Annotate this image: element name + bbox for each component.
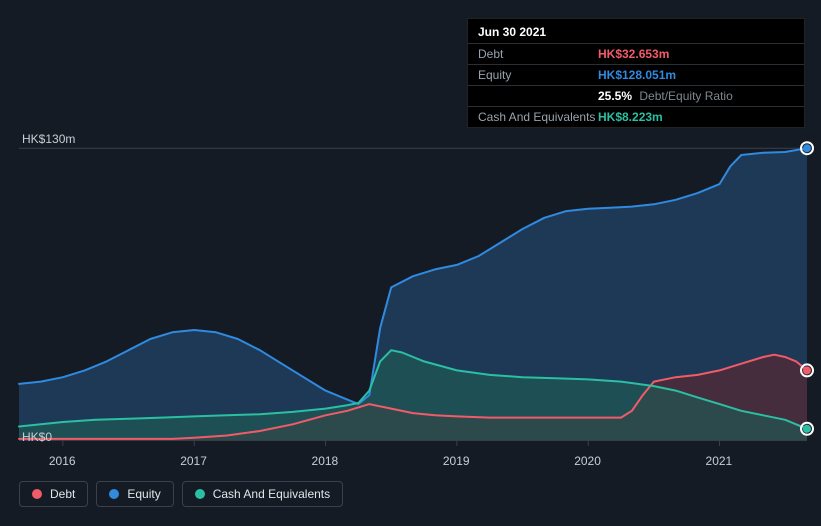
x-axis-label: 2019 [443, 454, 470, 468]
legend-item[interactable]: Debt [19, 481, 88, 507]
tooltip-suffix: Debt/Equity Ratio [636, 89, 733, 103]
y-axis-label: HK$0 [22, 430, 52, 444]
legend-label: Cash And Equivalents [213, 487, 330, 501]
legend-label: Debt [50, 487, 75, 501]
tooltip-label: Equity [478, 68, 598, 82]
marker-dot-icon [803, 366, 811, 374]
legend-dot-icon [32, 489, 42, 499]
tooltip-label: Cash And Equivalents [478, 110, 598, 124]
marker-dot-icon [803, 144, 811, 152]
chart-root: HK$130m HK$0 2016 2017 2018 2019 2020 2021 Jun… [0, 0, 821, 526]
x-axis-label: 2020 [574, 454, 601, 468]
tooltip-label: Debt [478, 47, 598, 61]
x-axis-label: 2021 [706, 454, 733, 468]
tooltip-value: HK$8.223m [598, 110, 663, 124]
x-axis-label: 2017 [180, 454, 207, 468]
chart-legend: Debt Equity Cash And Equivalents [19, 481, 343, 507]
tooltip-value: HK$32.653m [598, 47, 669, 61]
tooltip-value: 25.5% Debt/Equity Ratio [598, 89, 733, 103]
tooltip-label [478, 89, 598, 103]
marker-dot-icon [803, 425, 811, 433]
x-axis-label: 2018 [312, 454, 339, 468]
legend-label: Equity [127, 487, 160, 501]
legend-dot-icon [195, 489, 205, 499]
y-axis-label: HK$130m [22, 132, 75, 146]
x-axis-label: 2016 [49, 454, 76, 468]
legend-item[interactable]: Cash And Equivalents [182, 481, 343, 507]
legend-item[interactable]: Equity [96, 481, 173, 507]
tooltip-value: HK$128.051m [598, 68, 676, 82]
tooltip-row: EquityHK$128.051m [468, 64, 804, 85]
chart-tooltip: Jun 30 2021 DebtHK$32.653mEquityHK$128.0… [467, 18, 805, 128]
legend-dot-icon [109, 489, 119, 499]
tooltip-date: Jun 30 2021 [468, 19, 804, 43]
tooltip-row: Cash And EquivalentsHK$8.223m [468, 106, 804, 127]
tooltip-row: 25.5% Debt/Equity Ratio [468, 85, 804, 106]
tooltip-row: DebtHK$32.653m [468, 43, 804, 64]
